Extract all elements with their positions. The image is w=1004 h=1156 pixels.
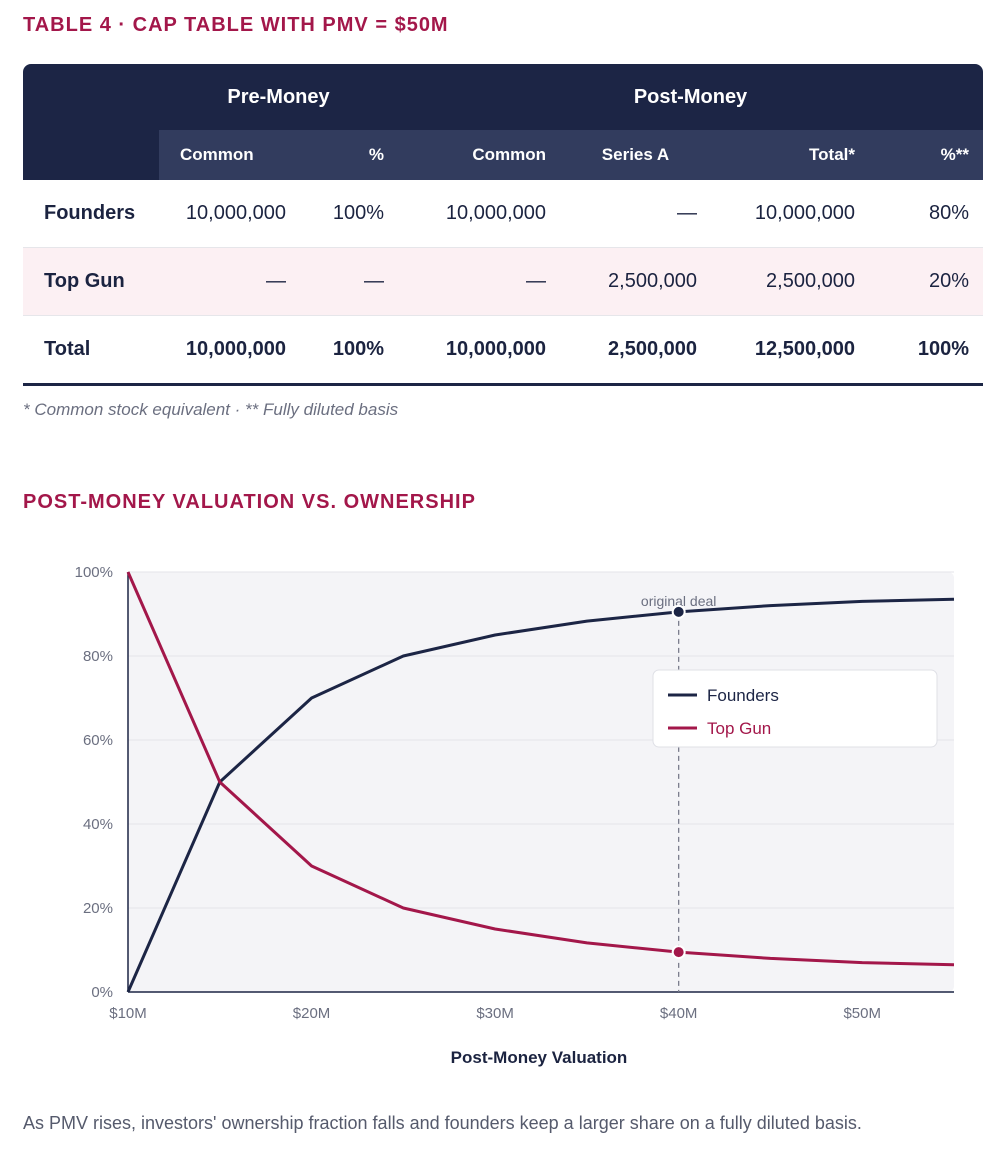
y-tick-label: 0%	[91, 984, 113, 1001]
plot-area	[128, 572, 954, 992]
header-corner	[23, 64, 159, 130]
legend-label: Top Gun	[707, 719, 771, 738]
ownership-chart: 0% 20% 40% 60% 80% 100% $10M $20M $30M $40M $50M Po…	[75, 564, 955, 1067]
col-series-a: Series A	[560, 130, 711, 180]
series-line-top-gun	[126, 571, 955, 967]
series-line-founders	[126, 597, 955, 993]
chart-caption: As PMV rises, investors' ownership fract…	[23, 1113, 862, 1133]
marker-founders	[671, 604, 686, 619]
row-label: Top Gun	[23, 247, 159, 316]
post-money-header: Post-Money	[398, 64, 984, 130]
row-label: Founders	[23, 180, 159, 248]
x-tick-label: $10M	[109, 1005, 147, 1022]
cap-table: Pre-Money Post-Money Common % Common Ser…	[23, 64, 984, 386]
y-tick-label: 100%	[75, 564, 113, 581]
legend-box	[652, 669, 938, 748]
col-pre-percent: %	[300, 130, 398, 180]
y-tick-label: 20%	[83, 900, 113, 917]
col-total: Total*	[711, 130, 869, 180]
x-tick-label: $40M	[660, 1005, 698, 1022]
annotation-label: original deal	[641, 593, 717, 609]
x-axis-label: Post-Money Valuation	[451, 1048, 628, 1067]
table-row: Founders 10,000,000 100% 10,000,000 — 10…	[23, 180, 984, 248]
y-tick-label: 80%	[83, 648, 113, 665]
table-title: TABLE 4 · CAP TABLE WITH PMV = $50M	[23, 14, 449, 36]
x-tick-label: $50M	[843, 1005, 881, 1022]
y-tick-label: 60%	[83, 732, 113, 749]
pre-money-header: Pre-Money	[159, 64, 398, 130]
table-footnote: * Common stock equivalent · ** Fully dil…	[23, 400, 399, 419]
col-post-percent: %**	[869, 130, 984, 180]
x-tick-label: $20M	[293, 1005, 331, 1022]
table-row-total: Total 10,000,000 100% 10,000,000 2,500,0…	[23, 315, 984, 386]
col-post-common: Common	[398, 130, 560, 180]
legend-label: Founders	[707, 686, 779, 705]
y-tick-label: 40%	[83, 816, 113, 833]
x-tick-label: $30M	[476, 1005, 514, 1022]
table-row: Top Gun — — — 2,500,000 2,500,000 20%	[23, 247, 984, 316]
col-pre-common: Common	[159, 130, 300, 180]
row-label: Total	[23, 315, 159, 386]
marker-top-gun	[671, 945, 686, 960]
chart-title: POST-MONEY VALUATION VS. OWNERSHIP	[23, 491, 476, 513]
